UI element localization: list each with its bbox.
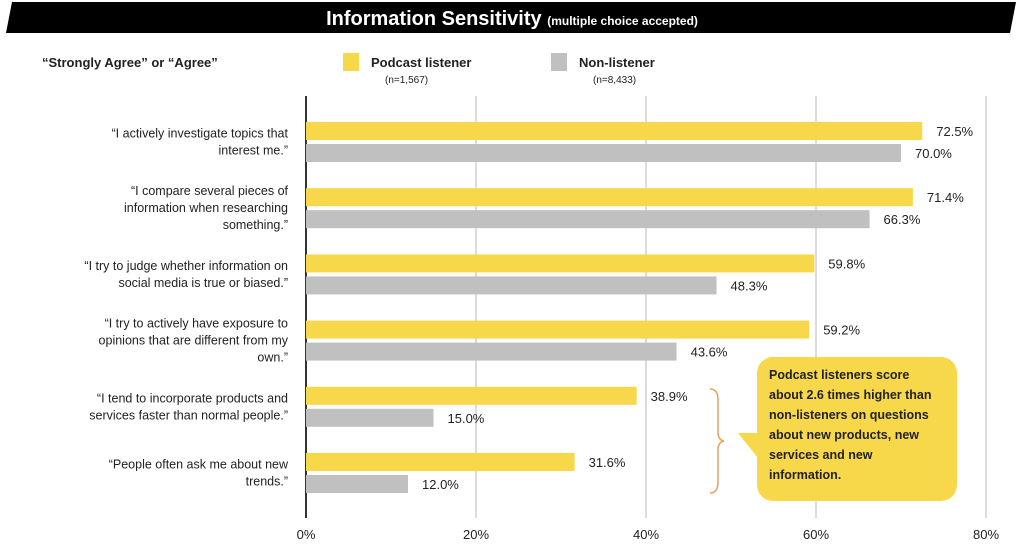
data-label: 12.0% [422, 477, 459, 492]
x-tick-label: 20% [463, 527, 489, 542]
category-label: opinions that are different from my [99, 334, 289, 348]
data-label: 43.6% [691, 345, 728, 360]
legend-label: Podcast listener [371, 55, 471, 70]
bar [306, 144, 901, 162]
legend-label: Non-listener [579, 55, 655, 70]
data-label: 15.0% [448, 411, 485, 426]
category-label: “I compare several pieces of [131, 184, 289, 198]
bar [306, 122, 923, 140]
legend-swatch [343, 53, 359, 71]
data-label: 66.3% [884, 212, 921, 227]
category-label: “I tend to incorporate products and [97, 391, 288, 405]
data-label: 59.8% [828, 256, 865, 271]
bar [306, 386, 637, 405]
category-label: own.” [257, 351, 288, 365]
category-label: interest me.” [219, 144, 288, 158]
chart-title: Information Sensitivity (multiple choice… [326, 8, 698, 30]
category-label: something.” [223, 218, 288, 232]
category-label: “People often ask me about new [109, 458, 289, 472]
data-label: 38.9% [651, 389, 688, 404]
legend-note: (n=1,567) [385, 75, 428, 86]
data-label: 31.6% [589, 455, 626, 470]
bar [306, 188, 913, 207]
data-label: 71.4% [927, 190, 964, 205]
data-label: 72.5% [936, 124, 973, 139]
category-label: services faster than normal people.” [89, 408, 288, 422]
bar [306, 453, 575, 471]
x-tick-label: 60% [803, 527, 829, 542]
legend-swatch [551, 53, 567, 71]
x-tick-label: 40% [633, 527, 659, 542]
category-label: trends.” [246, 475, 288, 489]
category-label: social media is true or biased.” [118, 276, 288, 290]
legend-note: (n=8,433) [593, 75, 636, 86]
category-label: “I try to judge whether information on [84, 259, 288, 273]
category-label: “I actively investigate topics that [112, 127, 289, 141]
title-banner [6, 2, 1016, 33]
category-label: information when researching [124, 201, 288, 215]
bar [306, 475, 408, 493]
bar [306, 254, 815, 273]
data-label: 59.2% [823, 323, 860, 338]
bar [306, 320, 810, 339]
data-label: 70.0% [915, 146, 952, 161]
bar [306, 342, 677, 361]
bar [306, 408, 434, 427]
x-tick-label: 0% [297, 527, 316, 542]
bar [306, 210, 870, 229]
category-label: “I try to actively have exposure to [105, 317, 288, 331]
group-label: “Strongly Agree” or “Agree” [42, 55, 218, 70]
bracket [709, 388, 725, 494]
bar [306, 276, 717, 295]
annotation-callout: Podcast listeners score about 2.6 times … [757, 357, 957, 501]
x-tick-label: 80% [973, 527, 999, 542]
data-label: 48.3% [731, 278, 768, 293]
